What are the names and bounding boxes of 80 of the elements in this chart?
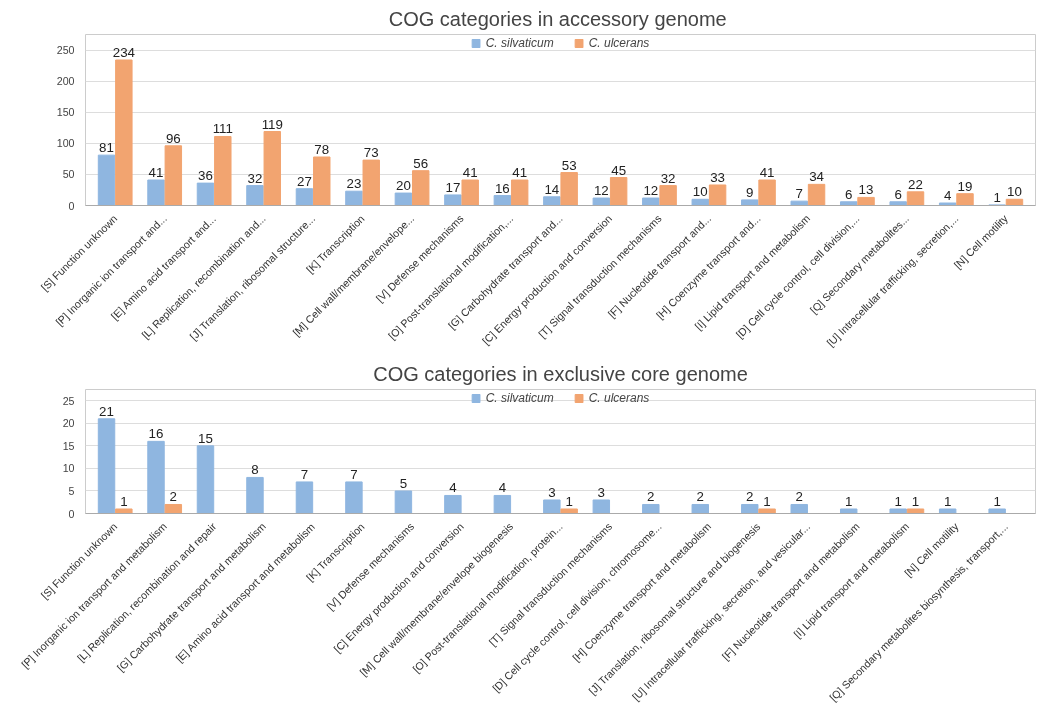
data-label: 1	[894, 493, 902, 509]
data-label: 16	[148, 426, 164, 442]
data-label: 32	[247, 170, 263, 186]
data-label: 2	[169, 489, 178, 505]
data-label: 53	[561, 157, 577, 173]
data-label: 1	[120, 493, 128, 509]
data-label: 19	[957, 178, 973, 194]
data-label: 111	[212, 121, 233, 137]
data-label: 6	[894, 186, 902, 202]
data-label: 1	[845, 493, 853, 509]
data-label: 32	[660, 170, 676, 186]
legend-label: C. ulcerans	[588, 36, 650, 50]
data-label: 96	[165, 130, 181, 146]
y-tick-label: 15	[62, 439, 75, 452]
data-label: 1	[993, 189, 1001, 205]
data-label: 3	[597, 484, 606, 500]
data-label: 2	[696, 489, 704, 505]
data-label: 17	[445, 179, 461, 195]
y-tick-label: 0	[68, 507, 75, 520]
data-label: 1	[565, 493, 573, 509]
data-label: 13	[858, 182, 874, 198]
data-label: 45	[611, 162, 627, 178]
data-label: 234	[112, 44, 136, 60]
data-label: 41	[759, 165, 775, 181]
legend-label: C. ulcerans	[588, 391, 650, 405]
data-label: 6	[845, 186, 853, 202]
data-label: 1	[943, 493, 952, 509]
data-label: 1	[763, 493, 771, 509]
data-label: 4	[498, 480, 507, 496]
data-label: 1	[993, 493, 1001, 509]
data-label: 7	[795, 186, 803, 202]
data-label: 8	[251, 462, 259, 478]
data-label: 2	[746, 489, 754, 505]
data-label: 36	[198, 168, 213, 184]
data-label: 23	[346, 176, 362, 192]
data-label: 12	[593, 183, 609, 199]
data-label: 15	[198, 430, 213, 446]
data-label: 3	[548, 484, 556, 500]
data-label: 119	[261, 116, 283, 132]
y-tick-label: 5	[68, 484, 75, 497]
data-label: 56	[413, 155, 429, 171]
data-label: 10	[692, 184, 708, 200]
data-label: 41	[512, 165, 528, 181]
y-tick-label: 10	[62, 462, 75, 475]
data-label: 5	[399, 475, 408, 491]
data-label: 16	[494, 180, 510, 196]
legend-label: C. silvaticum	[485, 36, 554, 50]
chart-title: COG categories in accessory genome	[388, 7, 727, 30]
data-label: 7	[350, 466, 358, 482]
legend-label: C. silvaticum	[485, 391, 554, 405]
data-label: 21	[99, 403, 114, 419]
y-tick-label: 150	[56, 106, 75, 119]
data-label: 33	[710, 169, 726, 185]
data-label: 78	[314, 142, 330, 157]
y-tick-label: 20	[62, 417, 75, 430]
y-tick-label: 200	[56, 75, 75, 88]
data-label: 9	[746, 184, 754, 200]
data-label: 2	[795, 489, 803, 505]
data-label: 1	[911, 493, 920, 509]
data-label: 2	[647, 489, 655, 505]
data-label: 10	[1007, 184, 1022, 200]
data-label: 7	[300, 466, 309, 482]
data-label: 12	[643, 183, 659, 199]
data-label: 81	[99, 140, 114, 156]
data-label: 41	[462, 165, 478, 181]
data-label: 4	[449, 480, 458, 496]
data-label: 14	[544, 181, 560, 197]
chart-title: COG categories in exclusive core genome	[373, 362, 748, 385]
y-tick-label: 50	[62, 168, 75, 181]
data-label: 4	[943, 188, 952, 204]
data-label: 34	[809, 169, 825, 185]
y-tick-label: 250	[56, 44, 75, 57]
y-tick-label: 25	[62, 394, 75, 407]
y-tick-label: 100	[56, 137, 75, 150]
data-label: 73	[363, 145, 379, 161]
y-tick-label: 0	[68, 199, 75, 212]
data-label: 22	[908, 176, 923, 192]
data-label: 20	[395, 178, 411, 194]
data-label: 27	[297, 173, 312, 189]
data-label: 41	[148, 165, 164, 181]
